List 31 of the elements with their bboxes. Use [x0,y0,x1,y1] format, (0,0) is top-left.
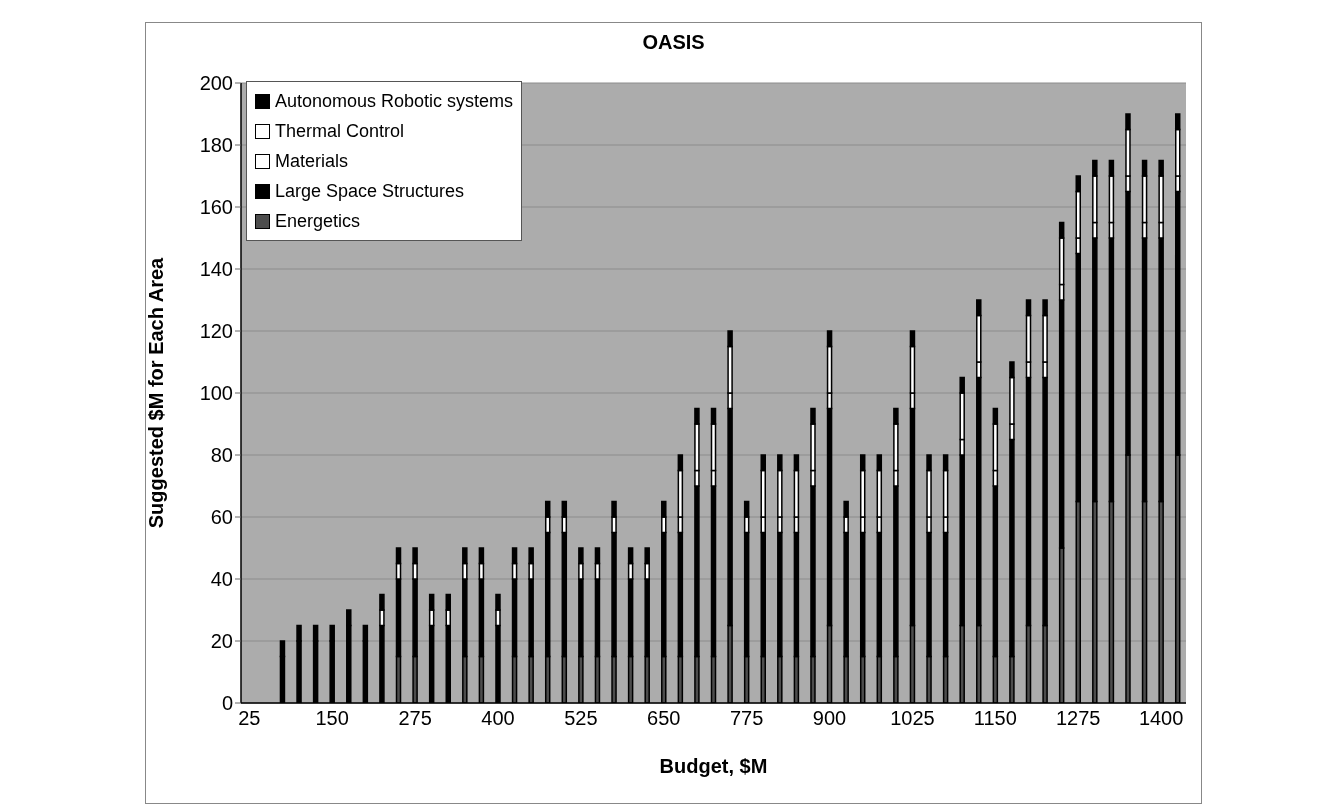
chart-title: OASIS [641,31,706,54]
y-tick-label: 100 [199,382,233,405]
x-tick-label: 1400 [1138,707,1184,730]
legend-label: Materials [275,150,349,173]
y-tick-label: 80 [210,444,233,467]
x-tick-label: 650 [647,707,681,730]
y-tick-label: 180 [199,134,233,157]
x-tick-label: 400 [481,707,515,730]
x-tick-label: 1275 [1055,707,1101,730]
x-tick-label: 525 [564,707,598,730]
y-tick-label: 60 [210,506,233,529]
x-tick-label: 900 [812,707,847,730]
y-tick-label: 200 [199,72,233,95]
x-axis-title: Budget, $M [658,755,769,778]
x-tick-label: 1025 [890,707,935,730]
x-tick-label: 275 [398,707,432,730]
y-tick-label: 160 [199,196,233,219]
y-tick-label: 40 [210,568,233,591]
legend-label: Large Space Structures [275,180,465,203]
y-tick-label: 140 [199,258,233,281]
y-tick-label: 20 [210,630,233,653]
x-tick-label: 1150 [973,707,1017,730]
legend-label: Thermal Control [275,120,405,143]
y-tick-label: 0 [221,692,233,715]
x-tick-label: 25 [238,707,261,730]
legend-label: Autonomous Robotic systems [275,90,514,113]
x-tick-label: 775 [729,707,764,730]
legend-label: Energetics [275,210,361,233]
x-tick-label: 150 [315,707,349,730]
y-axis-title: Suggested $M for Each Area [145,256,168,529]
y-tick-label: 120 [199,320,233,343]
